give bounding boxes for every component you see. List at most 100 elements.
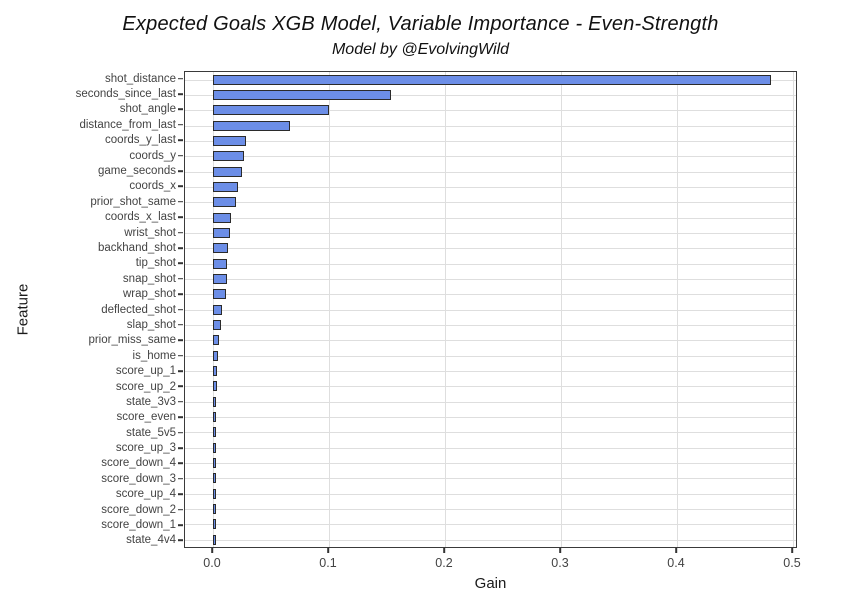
x-tick-label: 0.3: [551, 556, 569, 570]
y-tick-mark: [178, 185, 183, 188]
y-tick-mark: [178, 139, 183, 142]
importance-bar-is_home: [213, 350, 218, 361]
y-tick-label: coords_x_last: [105, 211, 176, 224]
importance-bar-distance_from_last: [213, 120, 291, 131]
x-gridline: [676, 72, 678, 547]
y-gridline: [185, 370, 796, 372]
y-tick-label: distance_from_last: [79, 118, 176, 131]
y-tick-mark: [178, 508, 183, 511]
y-tick-mark: [178, 170, 183, 172]
bar-row: [185, 302, 796, 317]
bar-row: [185, 133, 796, 148]
bar-row: [185, 486, 796, 501]
importance-bar-state_5v5: [213, 427, 217, 438]
bar-row: [185, 363, 796, 378]
importance-bar-score_up_2: [213, 381, 217, 392]
y-gridline: [185, 462, 796, 464]
y-gridline: [185, 294, 796, 296]
y-tick-mark: [178, 354, 183, 357]
y-tick-label: score_down_4: [101, 457, 176, 470]
importance-bar-coords_x_last: [213, 212, 232, 223]
bar-row: [185, 455, 796, 470]
y-tick-mark: [178, 416, 183, 418]
y-tick-mark: [178, 493, 183, 495]
chart-subtitle: Model by @EvolvingWild: [331, 41, 510, 58]
y-tick-mark: [178, 431, 183, 434]
bar-row: [185, 225, 796, 240]
bar-row: [185, 425, 796, 440]
y-gridline: [185, 232, 796, 234]
y-gridline: [185, 171, 796, 173]
importance-bar-prior_shot_same: [213, 197, 237, 208]
x-tick-label: 0.4: [667, 556, 685, 570]
y-gridline: [185, 156, 796, 158]
y-gridline: [185, 125, 796, 127]
bar-rows: [185, 72, 796, 547]
y-tick-label: seconds_since_last: [75, 88, 176, 101]
y-tick-label: deflected_shot: [101, 303, 176, 316]
y-tick-mark: [178, 401, 183, 403]
x-tick-label: 0.1: [319, 556, 337, 570]
x-tick-label: 0.5: [783, 556, 801, 570]
y-tick-mark: [178, 93, 183, 95]
bar-row: [185, 471, 796, 486]
bar-row: [185, 333, 796, 348]
bar-row: [185, 164, 796, 179]
y-tick-mark: [178, 262, 183, 265]
y-tick-label: slap_shot: [126, 318, 176, 331]
y-tick-mark: [178, 216, 183, 218]
y-tick-mark: [178, 539, 183, 542]
y-gridline: [185, 508, 796, 510]
y-tick-mark: [178, 277, 183, 280]
y-tick-label: state_5v5: [126, 426, 176, 439]
y-gridline: [185, 493, 796, 495]
y-gridline: [185, 539, 796, 541]
bar-row: [185, 532, 796, 547]
y-tick-label: state_4v4: [126, 534, 176, 547]
bar-row: [185, 241, 796, 256]
y-tick-mark: [178, 108, 183, 111]
y-gridline: [185, 324, 796, 326]
importance-bar-score_up_1: [213, 365, 217, 376]
y-tick-label: score_up_1: [115, 365, 176, 378]
y-tick-mark: [178, 247, 183, 249]
x-axis-ticks: [184, 548, 797, 556]
bar-row: [185, 348, 796, 363]
importance-bar-prior_miss_same: [213, 335, 220, 346]
y-tick-label: score_up_4: [115, 488, 176, 501]
x-tick-mark: [443, 548, 445, 553]
importance-bar-slap_shot: [213, 319, 222, 330]
importance-bar-score_up_3: [213, 442, 217, 453]
importance-bar-snap_shot: [213, 273, 227, 284]
bar-row: [185, 409, 796, 424]
x-gridline: [444, 72, 446, 547]
y-tick-label: prior_shot_same: [90, 195, 176, 208]
importance-bar-backhand_shot: [213, 243, 228, 254]
y-gridline: [185, 110, 796, 112]
y-tick-mark: [178, 385, 183, 388]
y-gridline: [185, 263, 796, 265]
y-gridline: [185, 186, 796, 188]
chart-title: Expected Goals XGB Model, Variable Impor…: [122, 13, 719, 35]
x-axis-title-text: Gain: [474, 575, 507, 592]
y-tick-label: backhand_shot: [97, 241, 176, 254]
y-gridline: [185, 248, 796, 250]
y-tick-mark: [178, 77, 183, 80]
bar-row: [185, 72, 796, 87]
x-tick-mark: [675, 548, 677, 553]
importance-bar-game_seconds: [213, 166, 242, 177]
bar-row: [185, 394, 796, 409]
importance-bar-tip_shot: [213, 258, 228, 269]
importance-bar-shot_angle: [213, 105, 329, 116]
x-tick-mark: [327, 548, 329, 553]
importance-bar-score_down_3: [213, 473, 216, 484]
bar-row: [185, 379, 796, 394]
y-tick-label: score_up_2: [115, 380, 176, 393]
importance-bar-seconds_since_last: [213, 89, 392, 100]
y-gridline: [185, 401, 796, 403]
y-gridline: [185, 140, 796, 142]
y-tick-mark: [178, 200, 183, 203]
bar-row: [185, 149, 796, 164]
y-tick-mark: [178, 231, 183, 234]
y-gridline: [185, 340, 796, 342]
